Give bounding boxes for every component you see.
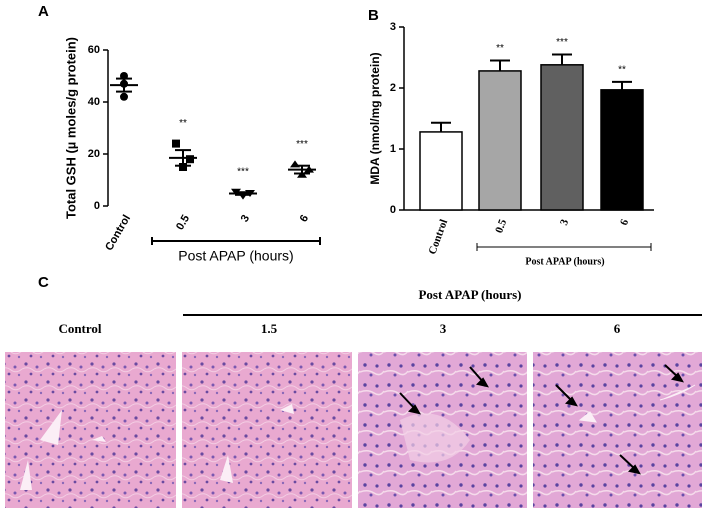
x-axis-label: Post APAP (hours) xyxy=(178,248,293,264)
y-axis-label: Total GSH (µ moles/g protein) xyxy=(63,37,78,219)
point xyxy=(186,155,194,164)
significance: ** xyxy=(179,118,187,129)
point xyxy=(297,170,307,178)
significance: ** xyxy=(496,43,504,54)
column-label: 3 xyxy=(440,321,447,336)
x-tick-label: 0.5 xyxy=(174,213,192,232)
significance: *** xyxy=(556,37,568,48)
histology xyxy=(5,352,702,508)
column-label: 6 xyxy=(614,321,621,336)
bar xyxy=(600,89,644,211)
y-tick-label: 2 xyxy=(390,82,396,94)
y-tick-label: 0 xyxy=(390,204,396,216)
point xyxy=(179,163,187,171)
y-tick-label: 3 xyxy=(390,21,396,33)
x-tick-label: 3 xyxy=(239,213,252,224)
x-tick-label: 6 xyxy=(298,213,311,224)
significance: *** xyxy=(237,166,249,177)
point xyxy=(231,188,241,196)
panel-label: C xyxy=(38,274,49,291)
column-label: Control xyxy=(58,321,101,336)
y-tick-label: 0 xyxy=(94,200,100,212)
column-label: 1.5 xyxy=(261,321,278,336)
y-axis-label: MDA (nmol/mg protein) xyxy=(368,52,382,184)
point xyxy=(245,190,255,197)
bar xyxy=(540,64,584,211)
y-tick-label: 1 xyxy=(390,143,396,155)
panel-label: A xyxy=(38,3,49,20)
point xyxy=(120,79,128,88)
x-tick-label: 6 xyxy=(618,217,631,227)
point xyxy=(172,139,180,148)
point xyxy=(238,192,248,200)
significance: *** xyxy=(296,139,308,150)
x-axis-label: Post APAP (hours) xyxy=(525,256,604,267)
y-tick-label: 60 xyxy=(88,44,100,56)
y-tick-label: 40 xyxy=(88,96,100,108)
y-tick-label: 20 xyxy=(88,148,100,160)
bar xyxy=(478,70,522,211)
bar xyxy=(419,131,463,211)
x-tick-label: 0.5 xyxy=(493,217,509,234)
x-tick-label: Control xyxy=(426,218,450,256)
point xyxy=(290,160,300,168)
point xyxy=(120,92,128,101)
significance: ** xyxy=(618,65,626,76)
point xyxy=(120,72,128,80)
panel-label: B xyxy=(368,7,379,24)
x-tick-label: 3 xyxy=(558,217,571,227)
point xyxy=(304,165,314,173)
x-tick-label: Control xyxy=(103,213,133,253)
panel-c-header: Post APAP (hours) xyxy=(418,287,521,302)
